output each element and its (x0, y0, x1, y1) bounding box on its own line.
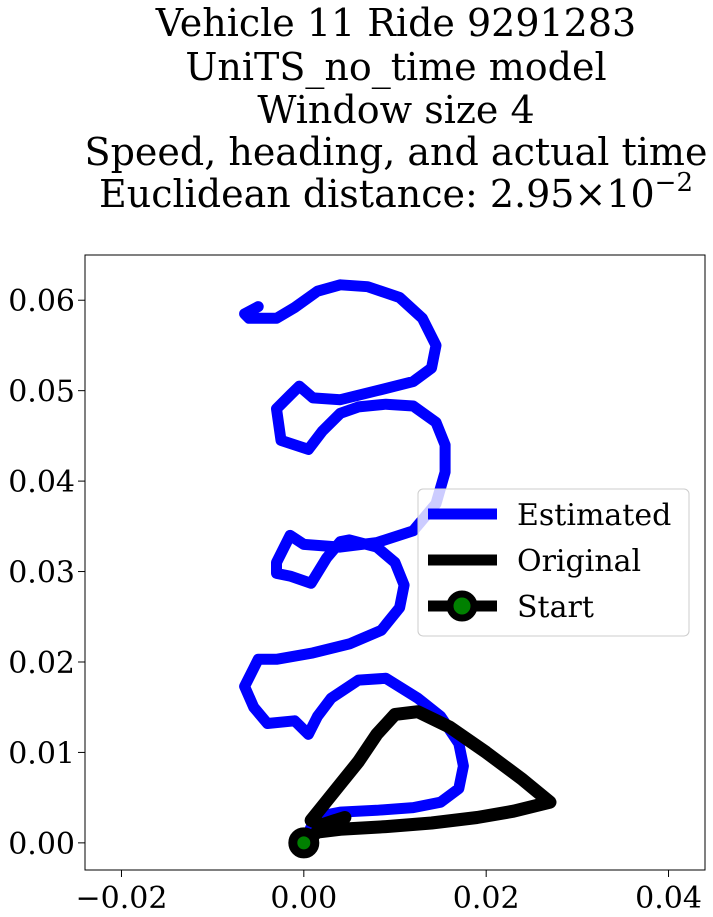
y-tick-label: 0.02 (8, 646, 75, 681)
y-tick-label: 0.04 (8, 465, 75, 500)
x-axis: −0.02 0.00 0.02 0.04 (76, 870, 702, 916)
title-line-2: UniTS_no_time model (185, 45, 606, 90)
y-tick-label: 0.00 (8, 827, 75, 862)
title-distance-base: 10 (606, 172, 654, 216)
series-layer (239, 279, 557, 850)
title-line-4: Speed, heading, and actual time (85, 130, 708, 174)
legend-original-label: Original (517, 544, 641, 579)
y-axis: 0.00 0.01 0.02 0.03 0.04 0.05 0.06 (8, 284, 85, 862)
x-tick-label: 0.04 (635, 881, 702, 916)
x-tick-label: 0.02 (453, 881, 520, 916)
legend-box (417, 488, 690, 637)
title-line-1: Vehicle 11 Ride 9291283 (155, 1, 636, 45)
title-distance-exponent: −2 (655, 168, 693, 198)
title-distance-mantissa: 2.95 (490, 172, 575, 216)
plot-frame (84, 254, 706, 871)
y-tick-label: 0.05 (8, 375, 75, 410)
start-layer (288, 827, 320, 859)
series-line-original (297, 705, 557, 850)
legend-estimated-label: Estimated (517, 498, 671, 533)
x-tick-label: −0.02 (76, 881, 168, 916)
title-line-5: Euclidean distance: 2.95×10−2 (99, 168, 693, 216)
series-line-estimated (239, 279, 469, 849)
y-tick-label: 0.03 (8, 556, 75, 591)
title-distance-times: × (574, 172, 606, 216)
legend: Estimated Original Start (417, 488, 690, 637)
title-distance-prefix: Euclidean distance: (99, 172, 490, 216)
legend-start-swatch-marker (446, 590, 478, 622)
y-tick-label: 0.06 (8, 284, 75, 319)
start-marker (288, 827, 320, 859)
title-line-3: Window size 4 (257, 88, 534, 132)
chart-title: Vehicle 11 Ride 9291283 UniTS_no_time mo… (85, 1, 708, 216)
x-tick-label: 0.00 (270, 881, 337, 916)
legend-start-label: Start (517, 590, 594, 625)
y-tick-label: 0.01 (8, 736, 75, 771)
